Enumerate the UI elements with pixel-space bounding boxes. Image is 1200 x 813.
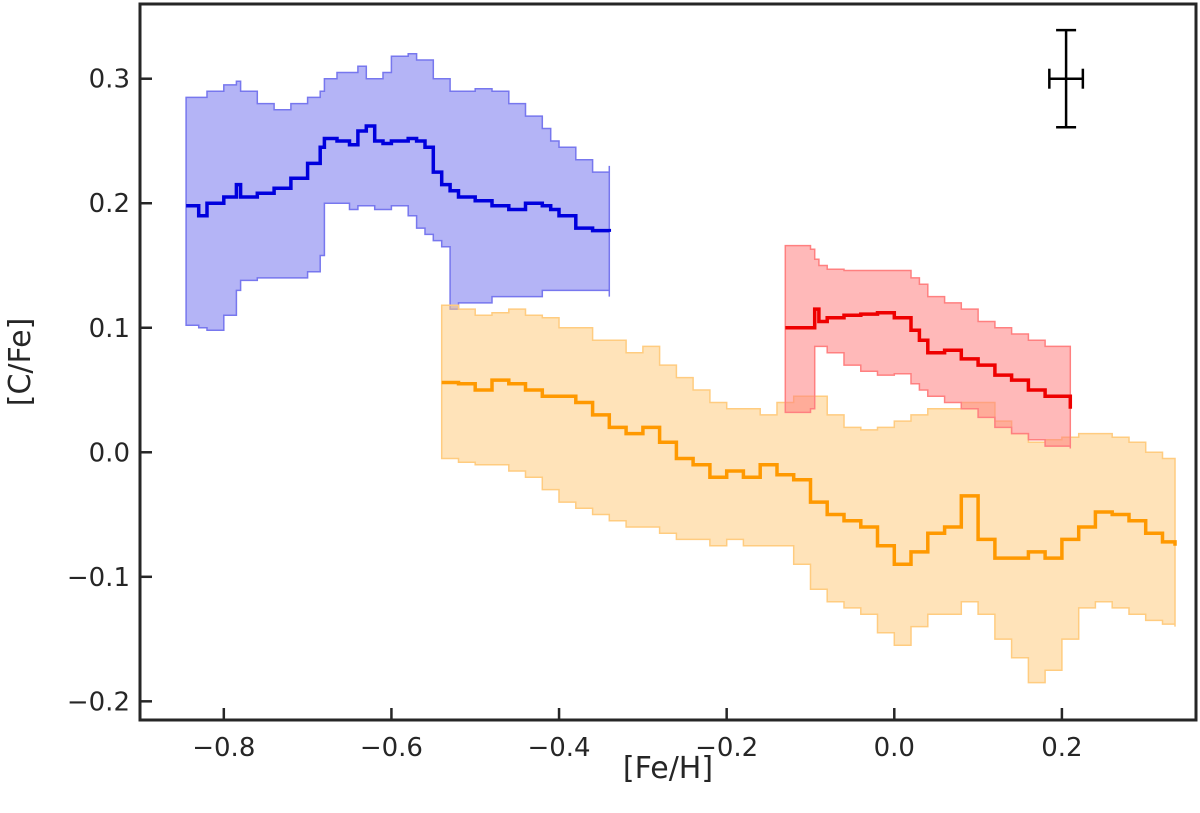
y-tick-label: 0.2 <box>89 189 130 219</box>
x-tick-label: 0.2 <box>1041 733 1082 763</box>
x-axis-ticks: −0.8 −0.6 −0.4 −0.2 0.0 0.2 <box>192 708 1083 763</box>
uncertainty-bands <box>185 53 1176 684</box>
y-tick-label: 0.1 <box>89 314 130 344</box>
x-tick-label: 0.0 <box>874 733 915 763</box>
band-blue <box>185 53 611 331</box>
y-tick-label: −0.1 <box>67 563 130 593</box>
x-axis-label: [Fe/H] <box>623 751 713 786</box>
line-red <box>785 307 1073 409</box>
x-tick-label: −0.6 <box>360 733 423 763</box>
error-bar <box>1048 28 1085 129</box>
y-tick-label: 0.0 <box>89 438 130 468</box>
y-axis-ticks: −0.2 −0.1 0.0 0.1 0.2 0.3 <box>67 65 152 717</box>
y-tick-label: −0.2 <box>67 687 130 717</box>
series-lines <box>186 124 1177 567</box>
y-axis-label: [C/Fe] <box>3 318 38 407</box>
band-orange <box>440 304 1176 684</box>
line-blue <box>186 124 612 233</box>
line-orange <box>441 378 1177 567</box>
x-tick-label: −0.2 <box>695 733 758 763</box>
plot-frame <box>138 2 1198 722</box>
x-tick-label: −0.8 <box>192 733 255 763</box>
x-tick-label: −0.4 <box>527 733 590 763</box>
y-tick-label: 0.3 <box>89 65 130 95</box>
